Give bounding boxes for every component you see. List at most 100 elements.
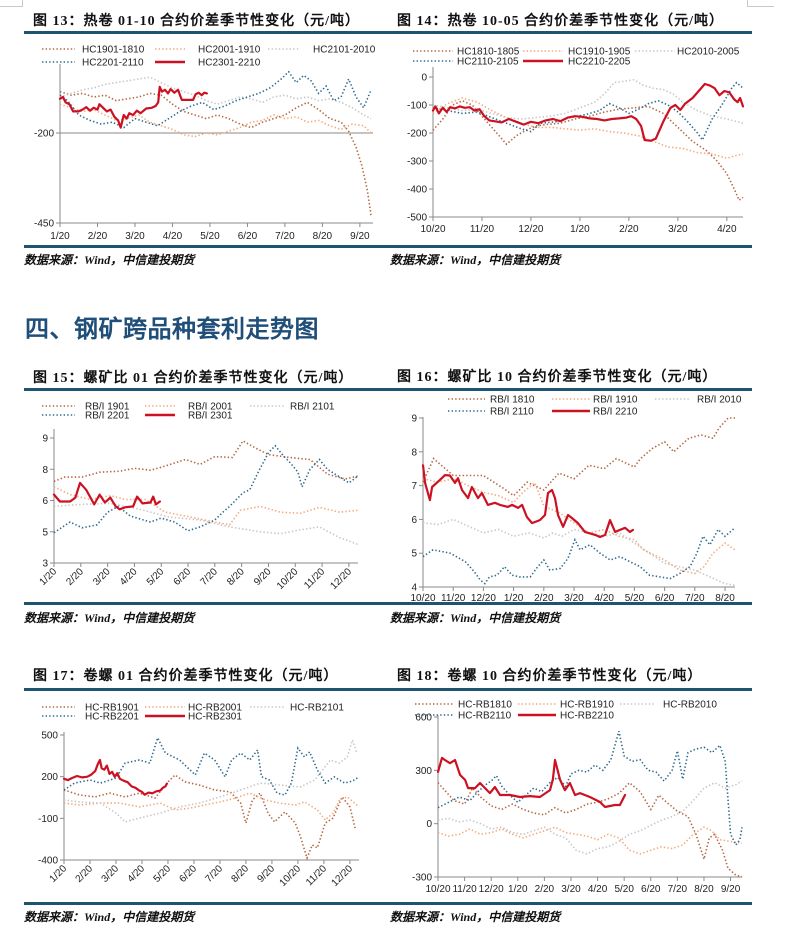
legend-label: RB/I 2010: [697, 395, 742, 406]
x-tick-label: 11/20: [441, 593, 466, 604]
figure-16-title: 图 16：螺矿比 10 合约价差季节性变化（元/吨）: [397, 370, 718, 385]
figure-14-title-rule: [390, 31, 752, 34]
series-line-rb-i-2201: [53, 444, 359, 534]
y-tick-label: -500: [407, 213, 427, 224]
x-tick-label: 7/20: [198, 566, 220, 588]
series-line-rb-i-2110: [422, 527, 736, 585]
series-line-hc2101-2010: [59, 76, 372, 120]
x-tick-label: 3/20: [125, 231, 145, 242]
legend-label: HC-RB2110: [458, 711, 512, 722]
y-tick-label: -400: [38, 856, 58, 867]
x-tick-label: 8/20: [230, 863, 252, 885]
legend: HC1901-1810 HC2001-1910 HC2101-2010 HC2201-…: [42, 45, 376, 69]
legend: RB/I 1810 RB/I 1910 RB/I 2010 RB/I 2110 RB/I…: [448, 395, 742, 418]
x-tick-label: 2/20: [619, 224, 639, 235]
series-line-hc2001-1910: [59, 103, 372, 138]
x-tick-label: 6/20: [178, 863, 200, 885]
x-tick-label: 5/20: [625, 593, 645, 604]
x-tick-label: 1/20: [504, 593, 524, 604]
series-line-hc-rb2110: [437, 730, 743, 847]
x-tick-label: 3/20: [561, 884, 581, 895]
x-tick-label: 12/20: [479, 884, 504, 895]
y-tick-label: -100: [38, 814, 58, 825]
figure-15-title-rule: [24, 388, 390, 391]
y-tick-label: 3: [42, 559, 48, 570]
x-tick-label: 3/20: [668, 224, 688, 235]
series-line-rb-i-1810: [422, 417, 735, 497]
y-tick-label: 5: [411, 549, 417, 560]
x-tick-label: 9/20: [721, 884, 741, 895]
x-tick-label: 12/20: [471, 593, 496, 604]
legend-label: HC-RB2101: [290, 703, 344, 714]
figure-13-bottom-rule: [24, 245, 390, 248]
x-tick-label: 7/20: [275, 231, 295, 242]
x-tick-label: 11/20: [302, 566, 327, 591]
legend-label: RB/I 2101: [290, 402, 335, 413]
x-tick-label: 8/20: [694, 884, 714, 895]
series-line-hc1901-1810: [59, 90, 372, 216]
legend-label: HC2301-2210: [198, 58, 261, 69]
x-tick-label: 3/20: [91, 566, 113, 588]
x-tick-label: 3/20: [564, 593, 584, 604]
x-tick-label: 3/20: [100, 863, 122, 885]
y-tick-label: 6: [42, 496, 48, 507]
x-tick-label: 9/20: [350, 231, 370, 242]
figure-15-bottom-rule: [24, 602, 390, 605]
y-tick-label: 5: [42, 527, 48, 538]
x-tick-label: 10/20: [278, 863, 304, 889]
legend-label: RB/I 2301: [188, 411, 233, 422]
series-line-hc-rb2001: [63, 792, 360, 822]
series-line-hc2201-2110: [59, 70, 372, 129]
x-tick-label: 8/20: [313, 231, 333, 242]
series-line-hc-rb2101: [63, 737, 358, 823]
series-line-rb-i-1901: [53, 439, 359, 483]
figure-15-title: 图 15：螺矿比 01 合约价差季节性变化（元/吨）: [33, 371, 354, 386]
legend-label: HC2001-1910: [198, 45, 261, 56]
y-tick-label: 8: [411, 447, 417, 458]
x-tick-label: 2/20: [74, 863, 96, 885]
x-tick-label: 2/20: [88, 231, 108, 242]
x-tick-label: 4/20: [717, 224, 737, 235]
series-line-rb-i-2001: [53, 486, 359, 526]
legend-label: RB/I 1910: [593, 395, 638, 406]
x-tick-label: 5/20: [200, 231, 220, 242]
legend-label: RB/I 1901: [85, 402, 130, 413]
x-tick-label: 5/20: [614, 884, 634, 895]
legend: HC1810-1805 HC1910-1905 HC2010-2005 HC2110-…: [413, 47, 740, 68]
x-tick-label: 12/20: [518, 224, 543, 235]
x-tick-label: 4/20: [163, 231, 183, 242]
figure-16-bottom-rule: [390, 602, 752, 605]
x-tick-label: 6/20: [172, 566, 194, 588]
x-tick-label: 5/20: [145, 566, 167, 588]
series-line-hc1910-1905: [432, 97, 744, 160]
figure-18-bottom-rule: [390, 902, 752, 905]
legend-label: HC-RB1810: [458, 700, 512, 711]
legend-label: HC2010-2005: [677, 47, 740, 58]
figure-18-title: 图 18：卷螺 10 合约价差季节性变化（元/吨）: [397, 669, 703, 684]
x-tick-label: 6/20: [655, 593, 675, 604]
x-tick-label: 4/20: [588, 884, 608, 895]
y-tick-label: 300: [415, 766, 432, 777]
x-tick-label: 7/20: [204, 863, 226, 885]
figure-13-title: 图 13：热卷 01-10 合约价差季节性变化（元/吨）: [33, 14, 361, 29]
series-line-hc2210-2205: [431, 82, 745, 142]
y-tick-label: -100: [407, 101, 427, 112]
legend-label: HC1901-1810: [82, 45, 145, 56]
x-tick-label: 2/20: [535, 884, 555, 895]
legend-label: HC-RB2301: [188, 712, 242, 723]
series-line-hc-rb2301: [62, 758, 168, 796]
figure-14-source: 数据来源：Wind，中信建投期货: [390, 253, 561, 267]
x-tick-label: 2/20: [64, 566, 86, 588]
legend-label: HC-RB2210: [560, 711, 614, 722]
y-tick-label: -200: [34, 129, 54, 140]
x-tick-label: 1/20: [508, 884, 528, 895]
x-tick-label: 9/20: [252, 566, 274, 588]
x-tick-label: 1/20: [50, 231, 70, 242]
page-corner-mark-top-left: [0, 0, 23, 7]
series-line-rb-i-1910: [422, 477, 736, 575]
x-tick-label: 7/20: [668, 884, 688, 895]
legend-label: HC-RB2201: [85, 712, 139, 723]
y-tick-label: 600: [415, 713, 432, 724]
